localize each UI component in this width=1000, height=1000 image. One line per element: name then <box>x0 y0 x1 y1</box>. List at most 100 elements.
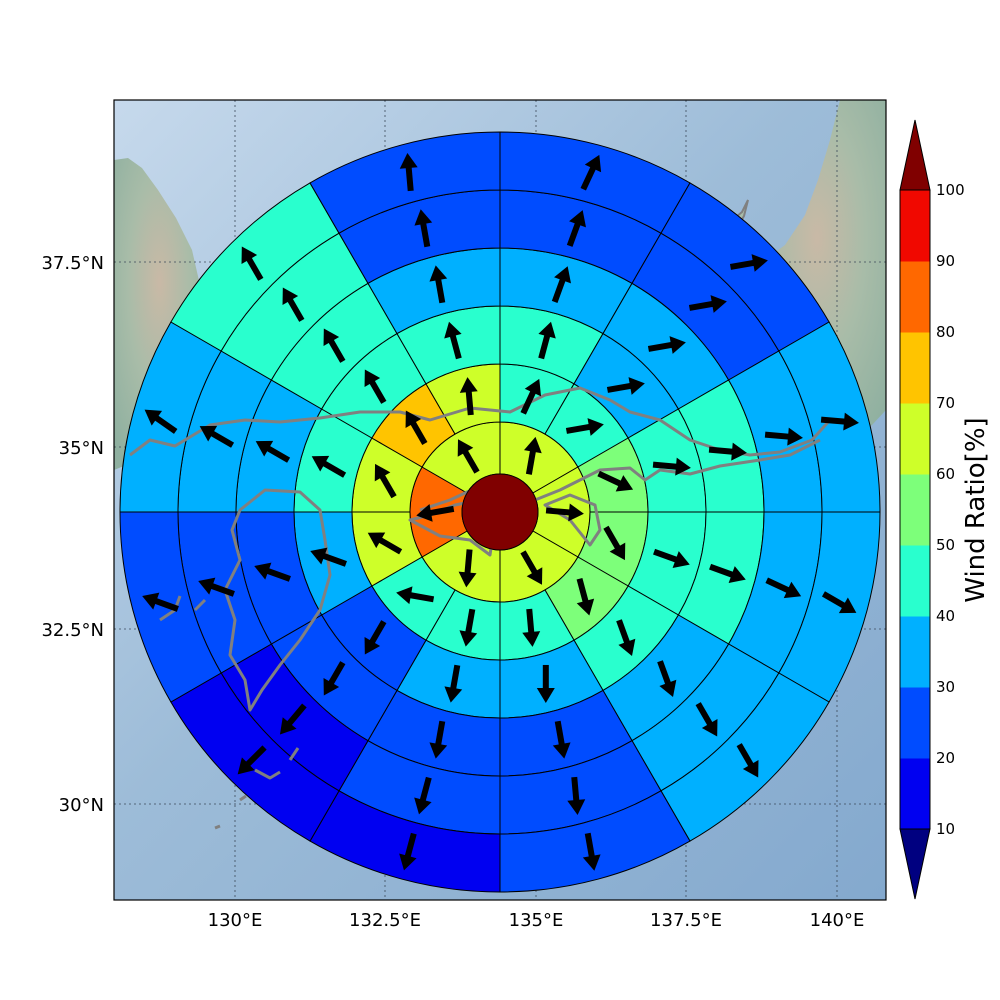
wind-arrow-head <box>787 427 803 446</box>
wind-arrow-shaft <box>576 577 589 603</box>
wind-arrow <box>580 154 602 191</box>
wind-arrow-head <box>710 295 727 313</box>
colorbar-bin <box>900 261 930 333</box>
wind-arrow-head <box>538 321 556 339</box>
wind-arrow-head <box>609 542 626 561</box>
wind-arrow-shaft <box>450 664 461 690</box>
wind-arrow <box>606 377 645 395</box>
colorbar-bin <box>900 758 930 830</box>
wind-arrow <box>399 832 417 871</box>
wind-arrow-head <box>838 597 857 614</box>
wind-arrow-shaft <box>708 446 734 455</box>
wind-arrow <box>736 743 759 778</box>
wind-arrow-head <box>364 636 381 655</box>
map-frame <box>113 99 887 901</box>
wind-arrow-shaft <box>764 431 790 440</box>
wind-arrow-layer <box>142 153 859 871</box>
wind-arrow-shaft <box>657 660 672 685</box>
wind-arrow-head <box>199 425 218 442</box>
wind-arrow <box>399 153 418 192</box>
wind-arrow-shaft <box>435 720 446 746</box>
wind-arrow <box>616 619 636 656</box>
wind-arrow-head <box>458 571 477 588</box>
wind-arrow <box>764 427 803 446</box>
wind-arrow-shaft <box>821 591 846 609</box>
wind-arrow-head <box>396 586 413 605</box>
wind-arrow-shaft <box>606 382 632 393</box>
wind-arrow-head <box>367 532 386 549</box>
wind-arrow-head <box>783 581 802 599</box>
wind-arrow-shaft <box>565 423 591 434</box>
wind-arrow-shaft <box>584 832 595 858</box>
wind-arrow-shaft <box>405 166 414 192</box>
coastline-islands-south <box>214 747 300 830</box>
wind-arrow <box>282 287 305 322</box>
colorbar-tick-label: 20 <box>936 749 955 767</box>
wind-arrow-head <box>576 598 595 616</box>
wind-arrow-head <box>524 378 542 397</box>
wind-arrow <box>444 664 463 703</box>
colorbar-label: Wind Ratio[%] <box>961 417 991 602</box>
wind-arrow <box>695 702 718 737</box>
wind-arrow <box>364 369 387 404</box>
wind-arrow-head <box>536 687 555 703</box>
wind-arrow-shaft <box>652 461 678 470</box>
longitude-tick-labels: 130°E 132.5°E 135°E 137.5°E 140°E <box>208 910 865 931</box>
lon-tick-label: 140°E <box>810 910 865 931</box>
wind-arrow <box>459 608 478 647</box>
wind-arrow-shaft <box>580 166 597 191</box>
wind-arrow-head <box>198 577 216 595</box>
wind-arrow-shaft <box>154 597 179 612</box>
wind-arrow <box>144 409 178 434</box>
colorbar-over-arrow <box>899 119 931 191</box>
wind-arrow <box>279 703 307 735</box>
wind-arrow-shaft <box>410 421 428 445</box>
wind-arrow-shaft <box>419 776 432 802</box>
lon-tick-label: 132.5°E <box>349 910 421 931</box>
wind-arrow <box>255 440 291 463</box>
sector-cell <box>309 131 501 234</box>
wind-arrow <box>367 532 403 555</box>
wind-arrow-head <box>429 742 448 759</box>
wind-arrow-shaft <box>287 298 305 322</box>
wind-arrow-head <box>237 757 255 775</box>
lat-tick-label: 32.5°N <box>41 620 104 641</box>
wind-arrow-head <box>584 154 602 173</box>
wind-arrow-head <box>457 439 474 457</box>
wind-arrow <box>576 577 595 616</box>
lat-tick-label: 37.5°N <box>41 253 104 274</box>
wind-arrow <box>416 504 455 522</box>
wind-arrow-head <box>282 287 299 305</box>
wind-arrow-head <box>567 799 586 815</box>
wind-arrow-head <box>444 321 462 339</box>
wind-arrow-head <box>416 504 433 522</box>
wind-arrow <box>254 562 291 582</box>
wind-arrow <box>552 720 571 759</box>
wind-arrow-shaft <box>545 507 571 516</box>
wind-arrow-shaft <box>286 703 307 726</box>
wind-arrow <box>396 586 435 605</box>
wind-arrow-shaft <box>566 222 581 247</box>
wind-arrow-shaft <box>551 278 566 303</box>
wind-arrow <box>414 776 432 815</box>
colorbar-tick-label: 100 <box>936 181 965 199</box>
colorbar-bin <box>900 403 930 475</box>
wind-arrow-head <box>554 266 571 284</box>
wind-arrow-head <box>669 336 686 354</box>
wind-arrow-head <box>399 153 418 169</box>
wind-arrow-shaft <box>647 341 673 352</box>
wind-arrow <box>520 550 543 585</box>
wind-arrow <box>597 470 634 492</box>
lon-tick-label: 135°E <box>509 910 564 931</box>
wind-arrow-shaft <box>729 259 755 270</box>
wind-arrow-head <box>374 463 391 482</box>
wind-arrow-shaft <box>246 257 264 281</box>
wind-arrow-head <box>405 410 422 429</box>
wind-arrow <box>323 661 346 696</box>
wind-arrow-shaft <box>322 552 347 567</box>
wind-arrow <box>545 503 584 522</box>
wind-arrow-head <box>414 209 433 226</box>
wind-arrow-shaft <box>379 474 397 499</box>
wind-arrow <box>582 832 601 871</box>
wind-arrow-shaft <box>765 577 790 594</box>
